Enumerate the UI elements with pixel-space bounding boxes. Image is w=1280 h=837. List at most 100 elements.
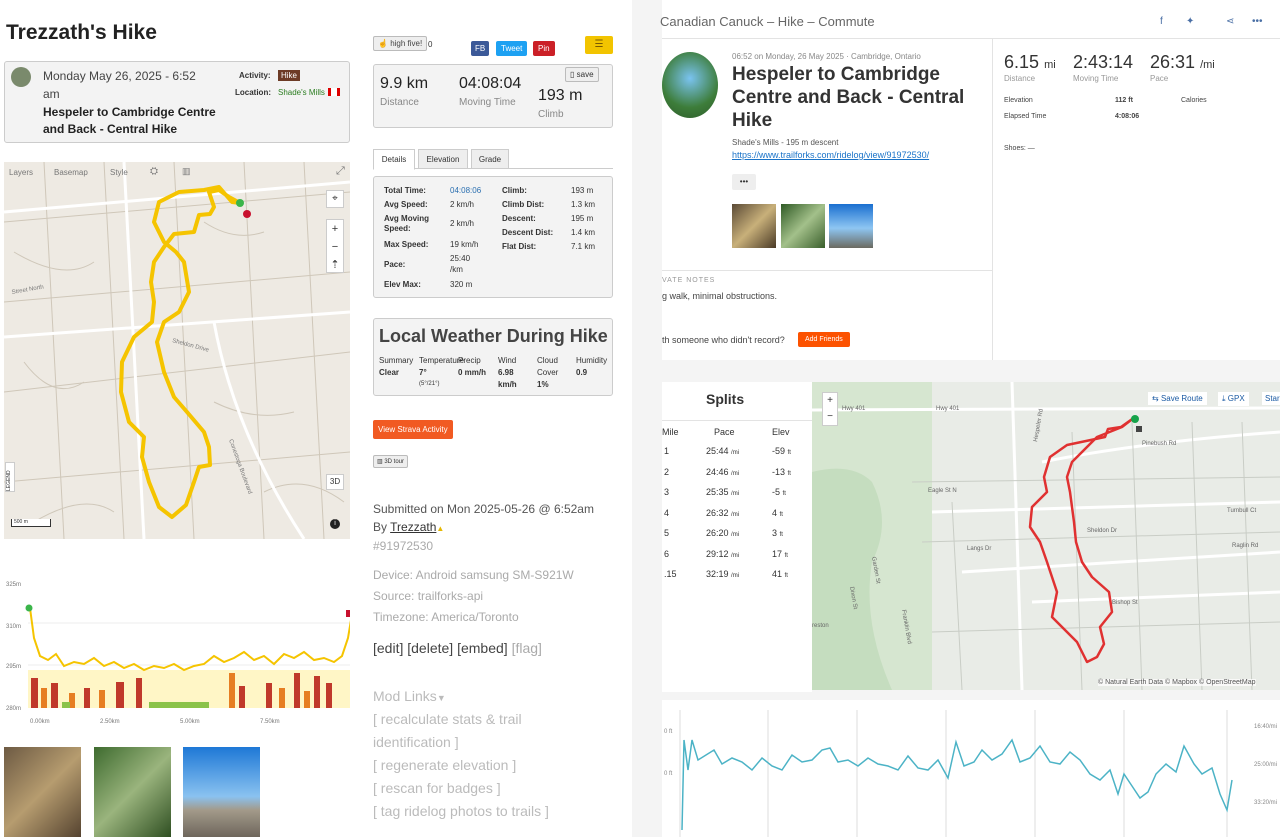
fullscreen-icon[interactable]: ⤢ — [336, 165, 345, 177]
svg-text:0 ft: 0 ft — [664, 729, 673, 735]
svg-text:25:00/mi: 25:00/mi — [1254, 762, 1277, 768]
table-row: 1 25:44 /mi -59 ft — [662, 446, 812, 464]
3d-toggle-button[interactable]: 3D — [326, 474, 344, 490]
table-row: 5 26:20 /mi 3 ft — [662, 528, 812, 546]
svg-text:reston: reston — [812, 623, 829, 629]
high-five-button[interactable]: ☝ high five! — [373, 36, 428, 51]
share-icon[interactable]: ⋖ — [1226, 16, 1235, 27]
trailforks-link[interactable]: https://www.trailforks.com/ridelog/view/… — [732, 150, 930, 160]
device-text: Device: Android samsung SM-S921W — [373, 568, 574, 582]
table-row: 3 25:35 /mi -5 ft — [662, 487, 812, 505]
basemap-menu[interactable]: Basemap — [54, 168, 88, 177]
moving-time-stat: 2:43:14 — [1073, 52, 1134, 72]
mod-link-tag-photos[interactable]: [ tag ridelog photos to trails ] — [373, 803, 549, 819]
photo-thumbnail[interactable] — [94, 747, 171, 837]
tab-details[interactable]: Details — [373, 149, 415, 170]
svg-text:Hespeler Rd: Hespeler Rd — [1033, 408, 1045, 442]
svg-text:0 ft: 0 ft — [664, 771, 673, 777]
location-link[interactable]: Shade's Mills — [278, 88, 325, 97]
split-elev: 4 ft — [772, 507, 783, 518]
svg-text:2.50km: 2.50km — [100, 719, 120, 725]
bike-icon[interactable]: ⛭ — [150, 166, 158, 177]
photo-thumbnail[interactable] — [4, 747, 81, 837]
split-mile: 5 — [664, 528, 670, 538]
ride-date: Monday May 26, 2025 - 6:52 — [43, 69, 196, 83]
thumb-icon: ☝ — [378, 39, 388, 48]
map-streets: Street North Sheldon Drive Conestoga Bou… — [4, 162, 350, 539]
svg-text:Hwy 401: Hwy 401 — [936, 406, 960, 412]
filter-icon[interactable]: ▥ — [182, 166, 191, 176]
add-friends-button[interactable]: Add Friends — [798, 332, 850, 347]
ridelog-id: #91972530 — [373, 539, 434, 553]
zoom-out-button[interactable]: − — [827, 411, 833, 422]
style-menu[interactable]: Style — [110, 168, 128, 177]
mod-link-regenerate[interactable]: [ regenerate elevation ] — [373, 757, 517, 773]
pace-stat: 26:31 /mi — [1150, 52, 1215, 72]
split-pace: 29:12 /mi — [706, 548, 740, 559]
3d-tour-button[interactable]: ▥ 3D tour — [373, 455, 409, 468]
svg-text:5.00km: 5.00km — [180, 719, 200, 725]
route-map[interactable]: Street North Sheldon Drive Conestoga Bou… — [4, 162, 350, 539]
locate-icon[interactable]: ⌖ — [326, 190, 344, 208]
author-link[interactable]: Trezzath — [390, 520, 437, 534]
edit-link[interactable]: [edit] — [373, 640, 404, 656]
layers-menu[interactable]: Layers — [9, 168, 34, 177]
tab-grade[interactable]: Grade — [471, 149, 509, 169]
photo-thumbnail[interactable] — [732, 204, 776, 248]
timezone-text: Timezone: America/Toronto — [373, 610, 519, 624]
split-pace: 26:20 /mi — [706, 528, 740, 538]
avatar[interactable] — [662, 52, 718, 118]
delete-link[interactable]: [delete] — [407, 640, 454, 656]
compass-icon[interactable]: ⇡ — [330, 259, 340, 271]
weather-title: Local Weather During Hike — [379, 326, 608, 346]
photo-thumbnail[interactable] — [781, 204, 825, 248]
zoom-in-button[interactable]: + — [331, 223, 339, 235]
split-elev: -59 ft — [772, 446, 791, 456]
svg-text:Raglin Rd: Raglin Rd — [1232, 543, 1258, 549]
svg-text:Garden St: Garden St — [870, 556, 881, 584]
svg-text:280m: 280m — [6, 706, 21, 712]
legend-tab[interactable]: LEGEND — [5, 462, 15, 492]
svg-text:Bishop St: Bishop St — [1112, 600, 1138, 606]
mod-links-toggle[interactable]: Mod Links▼ — [373, 688, 446, 704]
svg-text:Conestoga Boulevard: Conestoga Boulevard — [227, 439, 252, 495]
tab-elevation[interactable]: Elevation — [418, 149, 468, 169]
svg-text:Dixon St: Dixon St — [848, 586, 858, 610]
zoom-out-button[interactable]: − — [331, 241, 339, 253]
star-button[interactable]: Star — [1262, 392, 1280, 405]
tweet-button[interactable]: Tweet — [496, 41, 528, 56]
view-strava-button[interactable]: View Strava Activity — [373, 420, 453, 439]
route-line — [119, 185, 241, 519]
split-elev: 41 ft — [772, 569, 788, 579]
split-mile: .15 — [664, 569, 677, 579]
mod-link-rescan[interactable]: [ rescan for badges ] — [373, 780, 501, 796]
film-icon: ▥ — [377, 459, 383, 465]
zoom-in-button[interactable]: + — [827, 395, 833, 406]
save-button[interactable]: ▯ save — [565, 67, 599, 82]
pace-chart: 0 ft 0 ft 16:40/mi 25:00/mi 33:20/mi — [662, 700, 1280, 837]
split-elev: 17 ft — [772, 548, 788, 559]
facebook-share-button[interactable]: FB — [471, 41, 490, 56]
svg-text:7.50km: 7.50km — [260, 719, 280, 725]
more-options-button[interactable]: ••• — [732, 174, 756, 190]
flag-link[interactable]: [flag] — [511, 640, 542, 656]
svg-text:0.00km: 0.00km — [30, 719, 50, 725]
gpx-button[interactable]: ⤓ GPX — [1218, 392, 1249, 406]
table-row: 2 24:46 /mi -13 ft — [662, 467, 812, 485]
info-icon[interactable]: i — [330, 519, 340, 529]
embed-link[interactable]: [embed] — [457, 640, 508, 656]
facebook-icon[interactable]: f — [1160, 16, 1163, 27]
more-icon[interactable]: ••• — [1252, 16, 1263, 27]
avatar[interactable] — [11, 67, 31, 87]
route-end-marker — [243, 210, 251, 218]
mod-link-recalculate[interactable]: [ recalculate stats & trail — [373, 711, 522, 727]
detail-tabs: Details Elevation Grade — [373, 149, 613, 170]
twitter-icon[interactable]: ✦ — [1186, 16, 1195, 27]
pin-button[interactable]: Pin — [533, 41, 555, 56]
photo-thumbnail[interactable] — [183, 747, 260, 837]
split-pace: 26:32 /mi — [706, 507, 740, 518]
photo-thumbnail[interactable] — [829, 204, 873, 248]
strava-map[interactable]: Hwy 401 Hwy 401 Pinebush Rd Eagle St N S… — [812, 382, 1280, 690]
save-route-button[interactable]: ⇆ Save Route — [1148, 392, 1207, 405]
list-menu-icon[interactable]: ☰ — [585, 36, 613, 54]
